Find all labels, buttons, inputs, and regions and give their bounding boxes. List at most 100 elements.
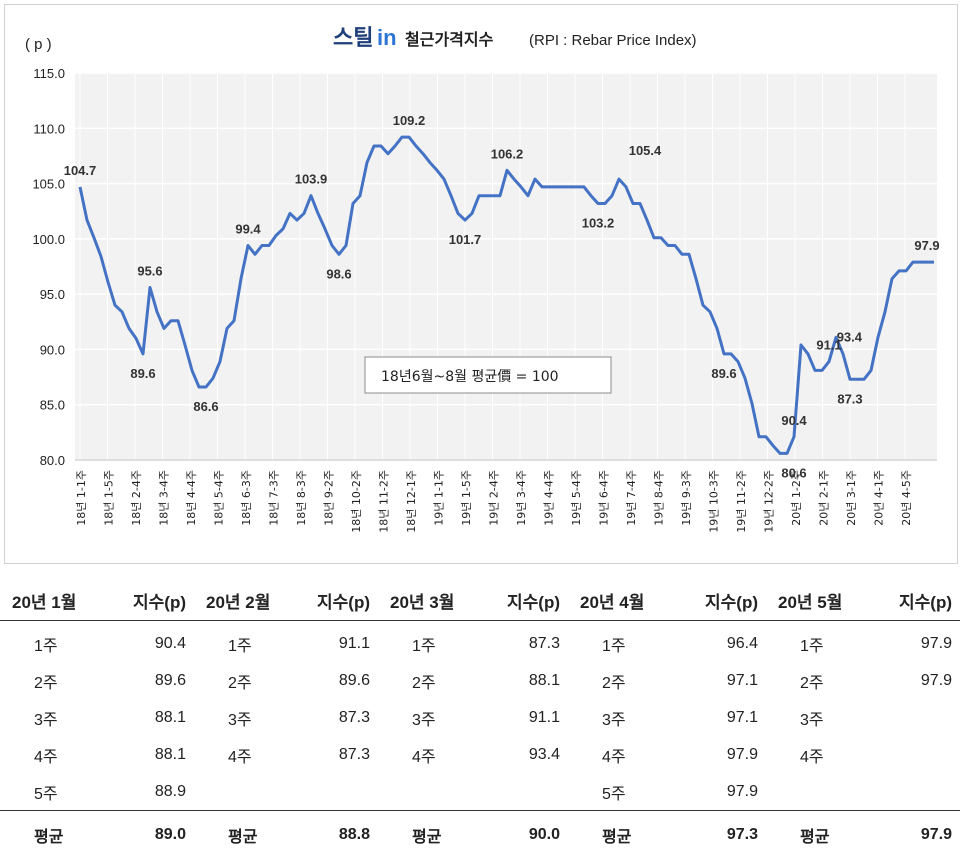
table-header: 20년 1월 지수(p) 20년 2월 지수(p) 20년 3월 지수(p) 20년 4월 지… xyxy=(0,580,960,621)
week-value: 97.9 xyxy=(920,671,952,689)
rpi-series-line xyxy=(78,135,934,455)
plot-area xyxy=(75,73,937,460)
x-tick-label: 19년 1-5주 xyxy=(460,470,473,526)
table-average-row: 평균 89.0 평균 88.8 평균 90.0 평균 97.3 평균 97.9 xyxy=(0,810,960,859)
week-value: 91.1 xyxy=(528,708,560,726)
data-label: 86.6 xyxy=(193,399,218,414)
data-label: 103.9 xyxy=(295,172,328,187)
week-value: 88.1 xyxy=(154,708,186,726)
x-tick-label: 19년 11-2주 xyxy=(735,470,748,533)
y-tick-label: 100.0 xyxy=(32,232,65,247)
data-labels: 104.7 89.6 95.6 86.6 99.4 103.9 98.6 109.2 101.7… xyxy=(64,113,940,480)
average-value: 88.8 xyxy=(294,810,378,859)
x-tick-label: 18년 9-2주 xyxy=(323,470,336,526)
week-label: 3주 xyxy=(412,711,436,729)
week-label: 1주 xyxy=(602,637,626,655)
x-tick-label: 19년 8-4주 xyxy=(653,470,666,526)
x-tick-label: 18년 2-4주 xyxy=(130,470,143,526)
x-tick-label: 19년 5-4주 xyxy=(570,470,583,526)
week-value xyxy=(484,773,568,811)
data-label: 99.4 xyxy=(235,221,261,236)
week-value: 96.4 xyxy=(726,634,758,652)
x-tick-label: 18년 4-4주 xyxy=(185,470,198,526)
week-label: 5주 xyxy=(602,785,626,803)
week-label: 3주 xyxy=(34,711,58,729)
x-tick-label: 20년 4-1주 xyxy=(873,470,886,526)
data-label: 89.6 xyxy=(711,366,736,381)
y-axis-tick-labels: 115.0 110.0 105.0 100.0 95.0 90.0 85.0 80.0 xyxy=(32,66,65,468)
data-label: 109.2 xyxy=(393,113,426,128)
week-label: 3주 xyxy=(800,711,824,729)
y-tick-label: 105.0 xyxy=(32,177,65,192)
data-label: 95.6 xyxy=(137,264,162,279)
average-label: 평균 xyxy=(568,810,674,859)
table-row: 5주 88.9 5주 97.9 xyxy=(0,773,960,811)
week-label: 1주 xyxy=(412,637,436,655)
data-label: 89.6 xyxy=(130,366,155,381)
x-tick-label: 20년 4-5주 xyxy=(900,470,913,526)
index-header: 지수(p) xyxy=(106,580,194,621)
week-label: 2주 xyxy=(228,674,252,692)
title-suffix: (RPI : Rebar Price Index) xyxy=(529,32,697,49)
week-value: 87.3 xyxy=(528,634,560,652)
week-value xyxy=(868,699,960,736)
week-label: 3주 xyxy=(602,711,626,729)
data-label: 101.7 xyxy=(449,232,482,247)
average-value: 89.0 xyxy=(106,810,194,859)
table-row: 4주 88.1 4주 87.3 4주 93.4 4주 97.9 4주 xyxy=(0,736,960,773)
gridlines xyxy=(75,72,937,461)
week-label: 4주 xyxy=(412,748,436,766)
data-label: 91.1 xyxy=(816,338,841,353)
average-label: 평균 xyxy=(766,810,868,859)
x-tick-label: 20년 1-2주 xyxy=(790,470,803,526)
x-tick-label: 19년 6-4주 xyxy=(598,470,611,526)
x-tick-label: 20년 2-1주 xyxy=(818,470,831,526)
average-annotation-box: 18년6월~8월 평균價 = 100 xyxy=(364,356,612,394)
data-label: 87.3 xyxy=(837,391,862,406)
x-tick-label: 18년 6-3주 xyxy=(240,470,253,526)
week-label xyxy=(378,773,484,811)
data-label: 106.2 xyxy=(491,146,524,161)
x-tick-label: 20년 3-1주 xyxy=(845,470,858,526)
index-header: 지수(p) xyxy=(294,580,378,621)
index-header: 지수(p) xyxy=(484,580,568,621)
weekly-index-table: 20년 1월 지수(p) 20년 2월 지수(p) 20년 3월 지수(p) 20년 4월 지… xyxy=(0,580,960,859)
title-main: 철근가격지수 xyxy=(405,30,494,49)
week-value xyxy=(294,773,378,811)
month-header: 20년 5월 xyxy=(766,580,868,621)
x-axis-tick-labels: 18년 1-1주 18년 1-5주 18년 2-4주 18년 3-4주 18년 4-4주… xyxy=(75,470,913,533)
x-tick-label: 18년 7-3주 xyxy=(268,470,281,526)
data-label: 97.9 xyxy=(914,238,939,253)
week-label: 5주 xyxy=(34,785,58,803)
x-tick-label: 19년 7-4주 xyxy=(625,470,638,526)
week-label: 1주 xyxy=(34,637,58,655)
y-tick-label: 80.0 xyxy=(40,453,65,468)
week-label: 4주 xyxy=(602,748,626,766)
week-value: 90.4 xyxy=(154,634,186,652)
chart-title: 스틸 in 철근가격지수 (RPI : Rebar Price Index) xyxy=(333,25,697,50)
week-value: 88.1 xyxy=(154,745,186,763)
data-label: 105.4 xyxy=(629,143,662,158)
week-label: 1주 xyxy=(228,637,252,655)
month-header: 20년 4월 xyxy=(568,580,674,621)
week-label: 2주 xyxy=(412,674,436,692)
data-label: 104.7 xyxy=(64,163,97,178)
week-value: 97.9 xyxy=(920,634,952,652)
week-label: 2주 xyxy=(34,674,58,692)
average-label: 평균 xyxy=(378,810,484,859)
average-row: 평균 89.0 평균 88.8 평균 90.0 평균 97.3 평균 97.9 xyxy=(0,810,960,859)
average-annotation-text: 18년6월~8월 평균價 = 100 xyxy=(381,368,559,385)
week-value: 97.9 xyxy=(726,745,758,763)
data-label: 98.6 xyxy=(326,266,351,281)
week-label: 1주 xyxy=(800,637,824,655)
x-tick-label: 18년 12-1주 xyxy=(405,470,418,533)
x-tick-label: 18년 3-4주 xyxy=(158,470,171,526)
week-value: 88.9 xyxy=(154,782,186,800)
week-value: 91.1 xyxy=(338,634,370,652)
month-header: 20년 1월 xyxy=(0,580,106,621)
week-label xyxy=(194,773,294,811)
week-value xyxy=(868,773,960,811)
table-body: 1주 90.4 1주 91.1 1주 87.3 1주 96.4 1주 97.9 2주 89.6 2주 89… xyxy=(0,621,960,811)
x-tick-label: 19년 9-3주 xyxy=(680,470,693,526)
week-label: 3주 xyxy=(228,711,252,729)
